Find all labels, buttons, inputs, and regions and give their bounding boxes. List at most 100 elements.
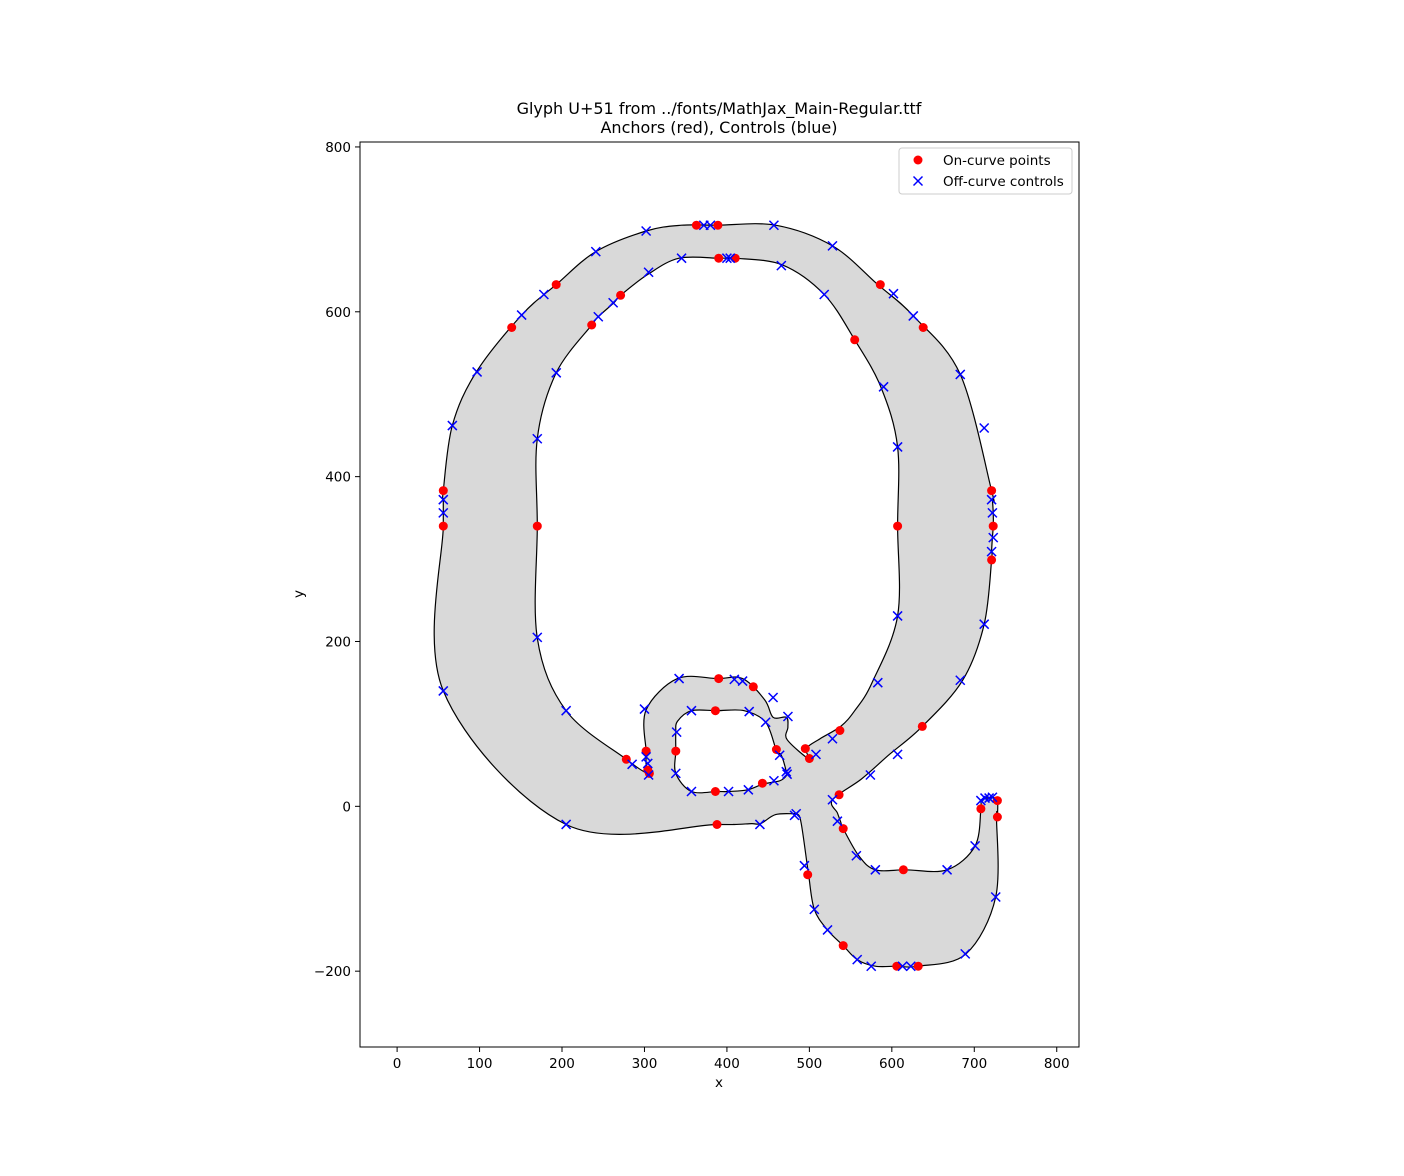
x-tick-label: 400 (714, 1056, 740, 1072)
plot-frame (359, 141, 1080, 1048)
legend-frame (898, 147, 1073, 195)
off-curve-control (641, 225, 652, 237)
on-curve-point (438, 521, 448, 531)
control-stroke (789, 810, 800, 821)
control-stroke (608, 297, 619, 308)
control-stroke (984, 793, 995, 804)
on-curve-point (976, 804, 986, 814)
off-curve-control (532, 433, 543, 444)
x-tick-label: 300 (632, 1056, 658, 1072)
off-curve-control (532, 632, 543, 643)
off-curve-control (865, 769, 876, 781)
on-curve-point (641, 746, 651, 756)
on-curve-point (712, 820, 722, 829)
off-curve-control (822, 924, 833, 935)
y-axis: −200 0 200 400 600 800 (314, 140, 360, 980)
on-curve-point (992, 796, 1002, 806)
off-curve-control (768, 692, 779, 703)
control-stroke (561, 819, 572, 830)
off-curve-control (908, 310, 919, 321)
x-axis-label: x (715, 1075, 723, 1091)
x-axis: 0 100 200 300 400 500 600 700 800 (393, 1047, 1070, 1072)
off-curve-control (827, 733, 838, 744)
off-curve-control (593, 311, 604, 322)
control-stroke (986, 546, 997, 557)
x-tick-label: 800 (1044, 1056, 1070, 1072)
control-stroke (754, 819, 765, 830)
control-stroke (782, 711, 793, 722)
off-curve-control (810, 749, 822, 760)
control-stroke (743, 784, 754, 795)
off-curve-control (639, 704, 650, 715)
control-stroke (438, 507, 449, 518)
off-curve-control (768, 775, 779, 786)
off-curve-control (866, 961, 877, 972)
y-axis-label: y (291, 590, 307, 598)
plot-area (433, 220, 1002, 972)
off-curve-control (905, 961, 916, 972)
control-stroke (908, 310, 919, 321)
control-stroke (744, 706, 755, 717)
on-curve-point (918, 323, 928, 332)
off-curve-control (760, 717, 771, 728)
on-curve-point (987, 486, 997, 496)
on-curve-point (992, 812, 1002, 822)
on-curve-point (898, 865, 908, 875)
off-curve-control (627, 759, 638, 770)
control-stroke (593, 311, 604, 322)
off-curve-control (705, 220, 716, 231)
on-curve-point (917, 721, 927, 731)
legend-label-off-curve: Off-curve controls (943, 174, 1064, 190)
off-curve-control (986, 494, 997, 505)
legend: On-curve points Off-curve controls (898, 147, 1073, 195)
x-tick-label: 700 (961, 1056, 987, 1072)
off-curve-control (725, 253, 736, 264)
off-curve-control (987, 792, 998, 803)
series-on-curve-points (438, 220, 1002, 971)
control-stroke (866, 961, 877, 972)
control-stroke (897, 961, 908, 972)
control-stroke (705, 220, 716, 231)
x-tick-label: 0 (393, 1056, 402, 1072)
y-tick-label: 200 (325, 634, 351, 650)
control-stroke (987, 507, 998, 518)
control-stroke (774, 750, 785, 761)
control-stroke (990, 891, 1001, 903)
off-curve-control (438, 507, 449, 518)
control-stroke (725, 253, 736, 264)
off-curve-control (979, 422, 990, 434)
on-curve-point (616, 290, 626, 300)
off-curve-control (888, 288, 899, 299)
off-curve-control (643, 267, 654, 278)
off-curve-control (781, 766, 792, 777)
control-stroke (641, 225, 652, 237)
off-curve-control (774, 750, 785, 761)
off-curve-control (768, 220, 779, 231)
legend-marker-on-curve (913, 155, 923, 165)
y-tick-label: 0 (342, 799, 351, 815)
series-layer (438, 220, 1002, 972)
control-stroke (827, 733, 838, 744)
control-stroke (561, 705, 572, 716)
control-stroke (768, 220, 779, 231)
control-stroke (979, 619, 990, 630)
on-curve-point (757, 778, 767, 788)
off-curve-control (955, 369, 966, 380)
off-curve-control (643, 769, 654, 781)
control-stroke (781, 766, 792, 777)
on-curve-point (800, 744, 810, 754)
control-stroke (851, 850, 862, 861)
off-curve-control (827, 240, 838, 251)
off-curve-control (988, 532, 999, 543)
off-curve-control (561, 705, 572, 716)
off-curve-control (551, 367, 562, 378)
on-curve-point (875, 280, 885, 290)
control-stroke (729, 674, 740, 685)
on-curve-point (892, 961, 902, 971)
off-curve-control (472, 366, 483, 377)
off-curve-control (723, 786, 734, 797)
off-curve-control (878, 381, 889, 392)
control-stroke (822, 924, 833, 935)
off-curve-control (641, 751, 652, 762)
off-curve-control (942, 864, 953, 875)
